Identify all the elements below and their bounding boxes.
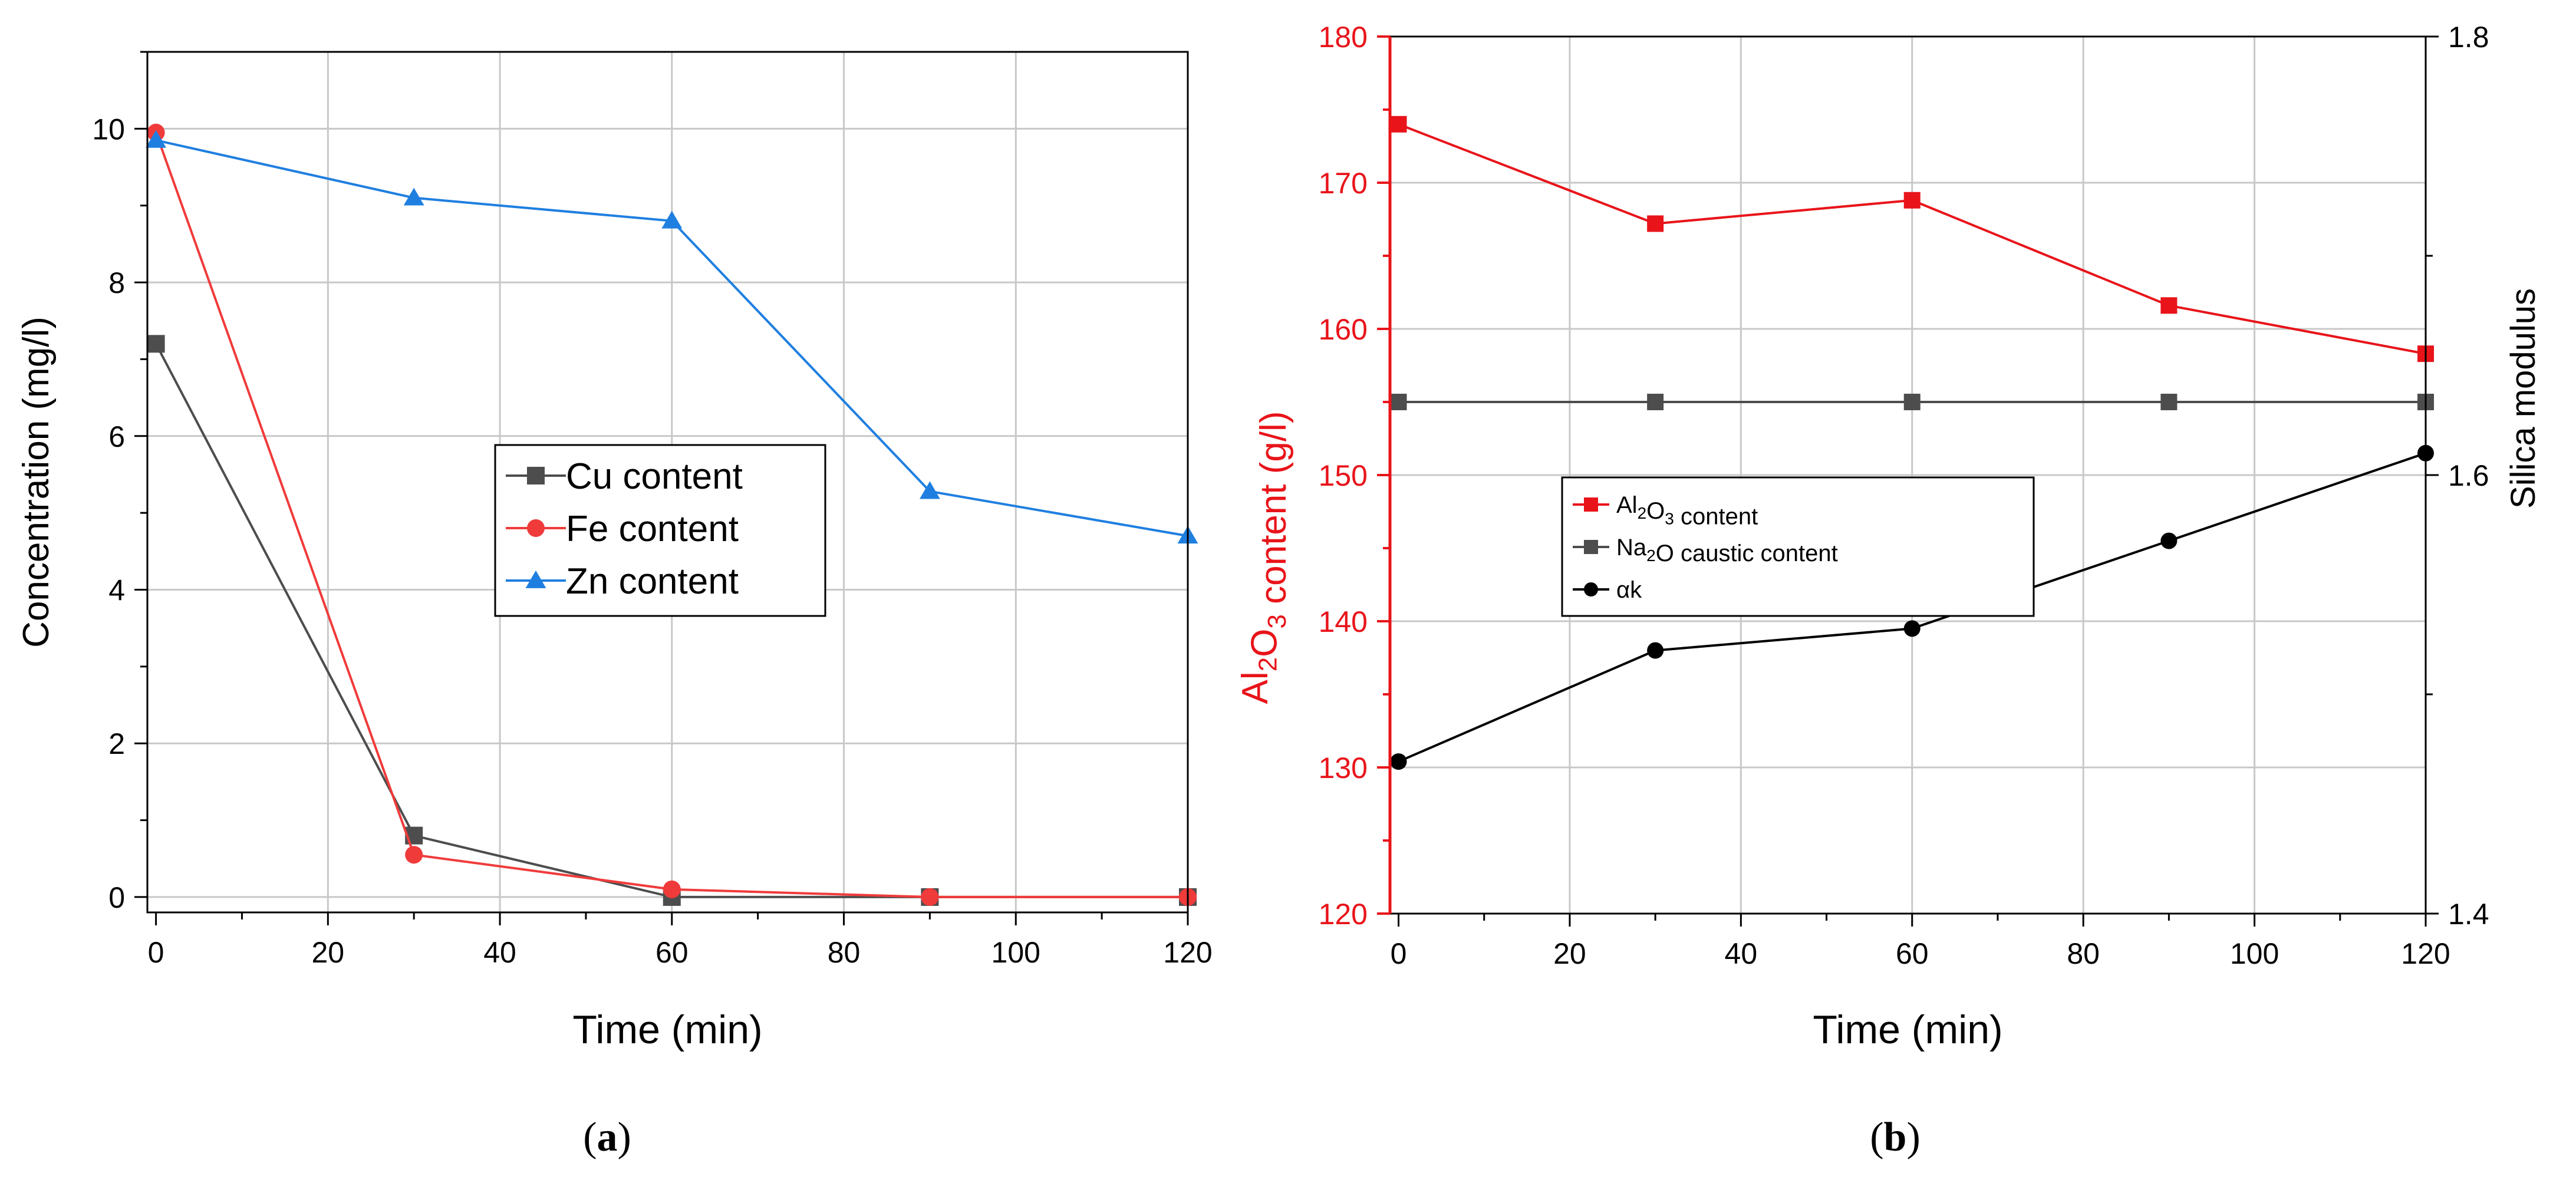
legend-swatch-marker xyxy=(525,570,546,588)
left-y-axis-label: Al2O3 content (g/l) xyxy=(1235,411,1294,704)
data-point xyxy=(661,210,683,229)
data-point xyxy=(919,481,940,499)
legend-entry: αk xyxy=(1616,577,1642,603)
legend-swatch-marker xyxy=(527,519,545,537)
right-y-tick-label: 1.8 xyxy=(2448,21,2489,54)
legend-swatch-marker xyxy=(1584,582,1598,596)
legend-swatch-marker xyxy=(1584,497,1598,512)
x-tick-label: 0 xyxy=(1391,937,1407,970)
legend-entry: Na2O caustic content xyxy=(1616,535,1838,566)
legend-box xyxy=(1561,476,2035,617)
legend-box xyxy=(494,444,826,617)
axis-ticks: 0 20 40 60 80 100 120 0 2 4 6 8 10 xyxy=(92,51,1213,969)
y-tick-label: 6 xyxy=(108,420,125,453)
data-point xyxy=(921,888,939,906)
data-point xyxy=(2160,297,2178,314)
data-point xyxy=(146,130,166,148)
left-y-tick-label: 140 xyxy=(1319,605,1368,638)
left-y-tick-label: 170 xyxy=(1319,167,1368,200)
data-point xyxy=(1390,394,1407,410)
data-series xyxy=(1390,116,2434,770)
data-point xyxy=(1390,116,1407,133)
legend-swatch-marker xyxy=(527,467,545,484)
x-tick-label: 40 xyxy=(483,936,516,969)
left-y-tick-label: 130 xyxy=(1319,751,1368,785)
data-point xyxy=(2160,394,2178,410)
data-point xyxy=(405,846,423,864)
x-tick-label: 100 xyxy=(2230,937,2279,970)
x-tick-label: 60 xyxy=(1896,937,1929,970)
data-point xyxy=(1903,394,1921,410)
data-point xyxy=(147,335,165,353)
legend-entry: Fe content xyxy=(566,509,739,549)
x-tick-label: 20 xyxy=(1553,937,1586,970)
x-tick-label: 120 xyxy=(2401,937,2450,970)
x-tick-label: 80 xyxy=(2067,937,2100,970)
grid-lines xyxy=(1390,37,2426,914)
left-y-tick-label: 180 xyxy=(1319,21,1368,54)
y-tick-label: 2 xyxy=(108,727,125,760)
x-axis-label: Time (min) xyxy=(1813,1007,2002,1052)
data-series xyxy=(146,123,1198,906)
right-y-axis-label: Silica modulus xyxy=(2504,288,2542,509)
chart-panel-b: 0 20 40 60 80 100 120 120 130 140 150 160 170 180 1.4 1… xyxy=(1235,21,2542,1052)
legend-entry: Al2O3 content xyxy=(1616,492,1758,530)
data-point xyxy=(1647,215,1664,232)
legend-entry: Cu content xyxy=(566,456,743,497)
plot-frame xyxy=(146,51,1189,914)
left-y-tick-label: 150 xyxy=(1319,459,1368,492)
y-tick-label: 4 xyxy=(108,574,125,607)
x-tick-label: 100 xyxy=(991,936,1040,969)
legend-swatch-marker xyxy=(1584,540,1598,554)
panel-caption-b: (b) xyxy=(1870,1115,1921,1160)
left-y-tick-label: 160 xyxy=(1319,313,1368,346)
x-tick-label: 40 xyxy=(1725,937,1758,970)
axis-ticks: 0 20 40 60 80 100 120 120 130 140 150 160 170 180 1.4 1… xyxy=(1319,21,2489,970)
y-axis-label: Concentration (mg/l) xyxy=(16,317,57,648)
legend-entry: Zn content xyxy=(566,561,739,602)
data-point xyxy=(1903,192,1921,209)
data-point xyxy=(1647,642,1664,659)
x-tick-label: 120 xyxy=(1163,936,1212,969)
data-point xyxy=(1647,394,1664,410)
x-tick-label: 0 xyxy=(148,936,164,969)
panel-caption-a: (a) xyxy=(583,1115,631,1160)
y-tick-label: 10 xyxy=(92,113,125,146)
left-y-tick-label: 120 xyxy=(1319,898,1368,931)
data-point xyxy=(1903,620,1921,637)
y-tick-label: 0 xyxy=(108,881,125,914)
x-axis-label: Time (min) xyxy=(572,1007,762,1052)
data-point xyxy=(1390,753,1407,770)
legend: Al2O3 content Na2O caustic content αk xyxy=(1561,476,2035,617)
data-point xyxy=(663,880,681,898)
chart-panel-a: 0 20 40 60 80 100 120 0 2 4 6 8 10 Time (min) Concen… xyxy=(16,51,1213,1052)
legend: Cu content Fe content Zn content xyxy=(494,444,826,617)
x-tick-label: 20 xyxy=(312,936,345,969)
right-y-tick-label: 1.6 xyxy=(2448,459,2489,492)
x-tick-label: 60 xyxy=(655,936,689,969)
right-y-tick-label: 1.4 xyxy=(2448,898,2489,931)
y-tick-label: 8 xyxy=(108,266,125,299)
x-tick-label: 80 xyxy=(828,936,861,969)
data-point xyxy=(2160,532,2178,549)
data-point xyxy=(403,187,424,206)
